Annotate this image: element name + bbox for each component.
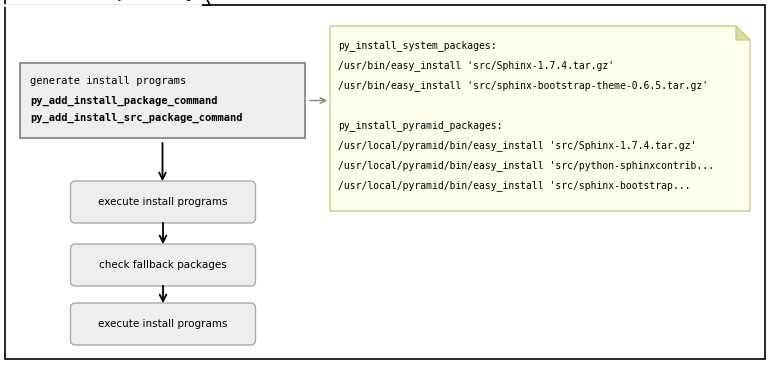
Text: py_install_pyramid_packages:: py_install_pyramid_packages: [338, 120, 503, 131]
Text: py_install_system_packages:: py_install_system_packages: [338, 40, 497, 51]
Bar [20, 63, 305, 138]
Text: execute install programs: execute install programs [98, 319, 227, 329]
Text: py_add_install_src_package_command: py_add_install_src_package_command [30, 113, 243, 123]
FancyBboxPatch shape [70, 244, 255, 286]
Text: /usr/local/pyramid/bin/easy_install 'src/python-sphinxcontrib...: /usr/local/pyramid/bin/easy_install 'src… [338, 160, 714, 171]
Text: /usr/local/pyramid/bin/easy_install 'src/sphinx-bootstrap...: /usr/local/pyramid/bin/easy_install 'src… [338, 180, 691, 191]
Polygon shape [5, 0, 210, 5]
FancyBboxPatch shape [70, 303, 255, 345]
Text: py_add_install_package_command: py_add_install_package_command [30, 96, 217, 106]
Polygon shape [736, 26, 750, 40]
Text: execute install programs: execute install programs [98, 197, 227, 207]
Text: /usr/bin/easy_install 'src/Sphinx-1.7.4.tar.gz': /usr/bin/easy_install 'src/Sphinx-1.7.4.… [338, 60, 614, 71]
Polygon shape [330, 26, 750, 211]
Text: /usr/local/pyramid/bin/easy_install 'src/Sphinx-1.7.4.tar.gz': /usr/local/pyramid/bin/easy_install 'src… [338, 140, 696, 151]
FancyBboxPatch shape [70, 181, 255, 223]
Text: Select and Install Python Packages: Select and Install Python Packages [11, 0, 205, 1]
Text: check fallback packages: check fallback packages [99, 260, 227, 270]
Text: /usr/bin/easy_install 'src/sphinx-bootstrap-theme-0.6.5.tar.gz': /usr/bin/easy_install 'src/sphinx-bootst… [338, 80, 708, 91]
Text: generate install programs: generate install programs [30, 76, 187, 86]
